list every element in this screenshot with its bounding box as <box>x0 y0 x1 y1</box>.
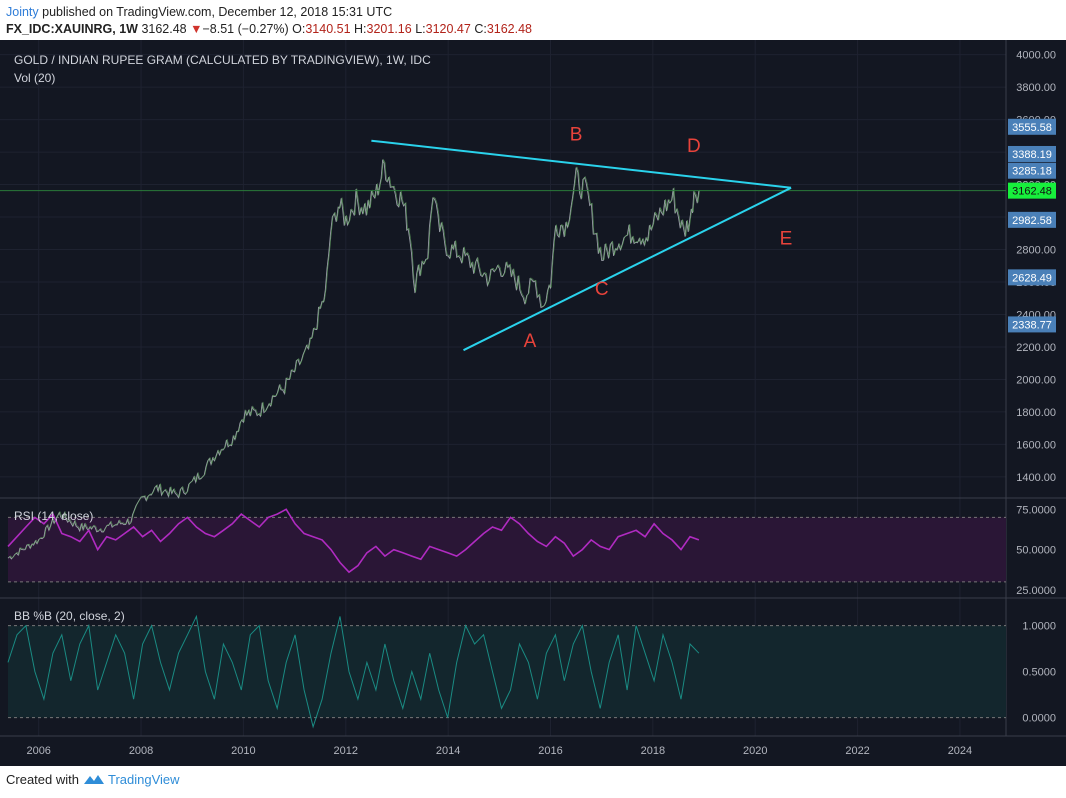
price-tag-box <box>1008 182 1056 199</box>
symbol-name: FX_IDC:XAUINRG <box>6 22 113 36</box>
last-price: 3162.48 <box>141 22 187 36</box>
wave-label-d: D <box>687 136 701 157</box>
close-label: C: <box>474 22 487 36</box>
triangle-trendline <box>463 186 792 352</box>
bbpb-band <box>8 625 1006 718</box>
created-with-text: Created with <box>6 772 79 787</box>
volume-label: Vol (20) <box>14 71 55 85</box>
price-tick-label: 4000.00 <box>1016 50 1056 62</box>
price-tick-label: 2000.00 <box>1016 374 1056 386</box>
price-tag-label: 3555.58 <box>1012 122 1052 134</box>
price-tick-label: 2800.00 <box>1016 245 1056 257</box>
low-value: 3120.47 <box>425 22 471 36</box>
published-text: published on TradingView.com, December 1… <box>38 5 393 19</box>
price-tick-label: 2200.00 <box>1016 342 1056 354</box>
chart-area[interactable]: A B C D E 1400.00 1600.00 1800.00 2000.00 2200.00… <box>0 40 1066 766</box>
chart-title: GOLD / INDIAN RUPEE GRAM (CALCULATED BY … <box>14 53 431 67</box>
price-series-up <box>8 158 700 559</box>
rsi-tick-label: 50.0000 <box>1016 545 1056 557</box>
time-tick-label: 2014 <box>436 745 460 757</box>
wave-label-c: C <box>595 279 609 300</box>
rsi-label: RSI (14, close) <box>14 509 93 523</box>
chart-svg[interactable]: A B C D E 1400.00 1600.00 1800.00 2000.00 2200.00… <box>0 40 1066 766</box>
interval-label: , 1W <box>112 22 138 36</box>
high-label: H: <box>354 22 367 36</box>
price-tag-box <box>1008 145 1056 162</box>
price-tag-label: 3162.48 <box>1012 186 1052 198</box>
price-tag-label: 3285.18 <box>1012 166 1052 178</box>
price-tag-label: 2338.77 <box>1012 319 1052 331</box>
time-tick-label: 2010 <box>231 745 255 757</box>
low-label: L: <box>415 22 426 36</box>
high-value: 3201.16 <box>366 22 412 36</box>
rsi-tick-label: 75.0000 <box>1016 504 1056 516</box>
bbpb-line <box>7 614 700 729</box>
wave-label-e: E <box>780 229 793 250</box>
price-tag-label: 3388.19 <box>1012 149 1052 161</box>
rsi-band <box>8 517 1006 582</box>
bbpb-tick-label: 1.0000 <box>1022 621 1056 633</box>
price-tag-box <box>1008 162 1056 179</box>
price-tag-box <box>1008 118 1056 135</box>
close-value: 3162.48 <box>486 22 532 36</box>
price-tag-box <box>1008 211 1056 228</box>
tradingview-logo-icon <box>83 772 108 787</box>
price-series-down <box>7 159 700 560</box>
ohlc-line: FX_IDC:XAUINRG, 1W 3162.48 ▼−8.51 (−0.27… <box>6 22 532 36</box>
price-tick-label: 1400.00 <box>1016 472 1056 484</box>
tradingview-brand-link[interactable]: TradingView <box>108 772 180 787</box>
bbpb-label: BB %B (20, close, 2) <box>14 609 125 623</box>
open-value: 3140.51 <box>305 22 351 36</box>
time-tick-label: 2020 <box>743 745 767 757</box>
time-tick-label: 2022 <box>845 745 869 757</box>
price-tag-label: 2628.49 <box>1012 272 1052 284</box>
price-tag-box <box>1008 316 1056 333</box>
author-link[interactable]: Jointy <box>6 5 39 19</box>
down-arrow-icon: ▼ <box>190 22 203 36</box>
publish-header: Jointy published on TradingView.com, Dec… <box>0 0 1066 40</box>
rsi-tick-label: 25.0000 <box>1016 585 1056 597</box>
price-change: −8.51 (−0.27%) <box>202 22 289 36</box>
time-tick-label: 2008 <box>129 745 153 757</box>
time-tick-label: 2018 <box>641 745 665 757</box>
bbpb-tick-label: 0.0000 <box>1022 713 1056 725</box>
price-tick-label: 1800.00 <box>1016 407 1056 419</box>
time-tick-label: 2012 <box>334 745 358 757</box>
bbpb-tick-label: 0.5000 <box>1022 667 1056 679</box>
price-tag-label: 2982.58 <box>1012 215 1052 227</box>
time-tick-label: 2024 <box>948 745 972 757</box>
open-label: O: <box>292 22 306 36</box>
time-tick-label: 2016 <box>538 745 562 757</box>
time-tick-label: 2006 <box>26 745 50 757</box>
price-tick-label: 1600.00 <box>1016 439 1056 451</box>
wave-label-b: B <box>570 125 583 146</box>
triangle-trendline <box>371 139 792 189</box>
wave-label-a: A <box>524 331 537 352</box>
price-tick-label: 3800.00 <box>1016 82 1056 94</box>
price-tag-box <box>1008 269 1056 286</box>
rsi-line <box>7 508 700 574</box>
footer: Created with TradingView <box>6 772 180 787</box>
